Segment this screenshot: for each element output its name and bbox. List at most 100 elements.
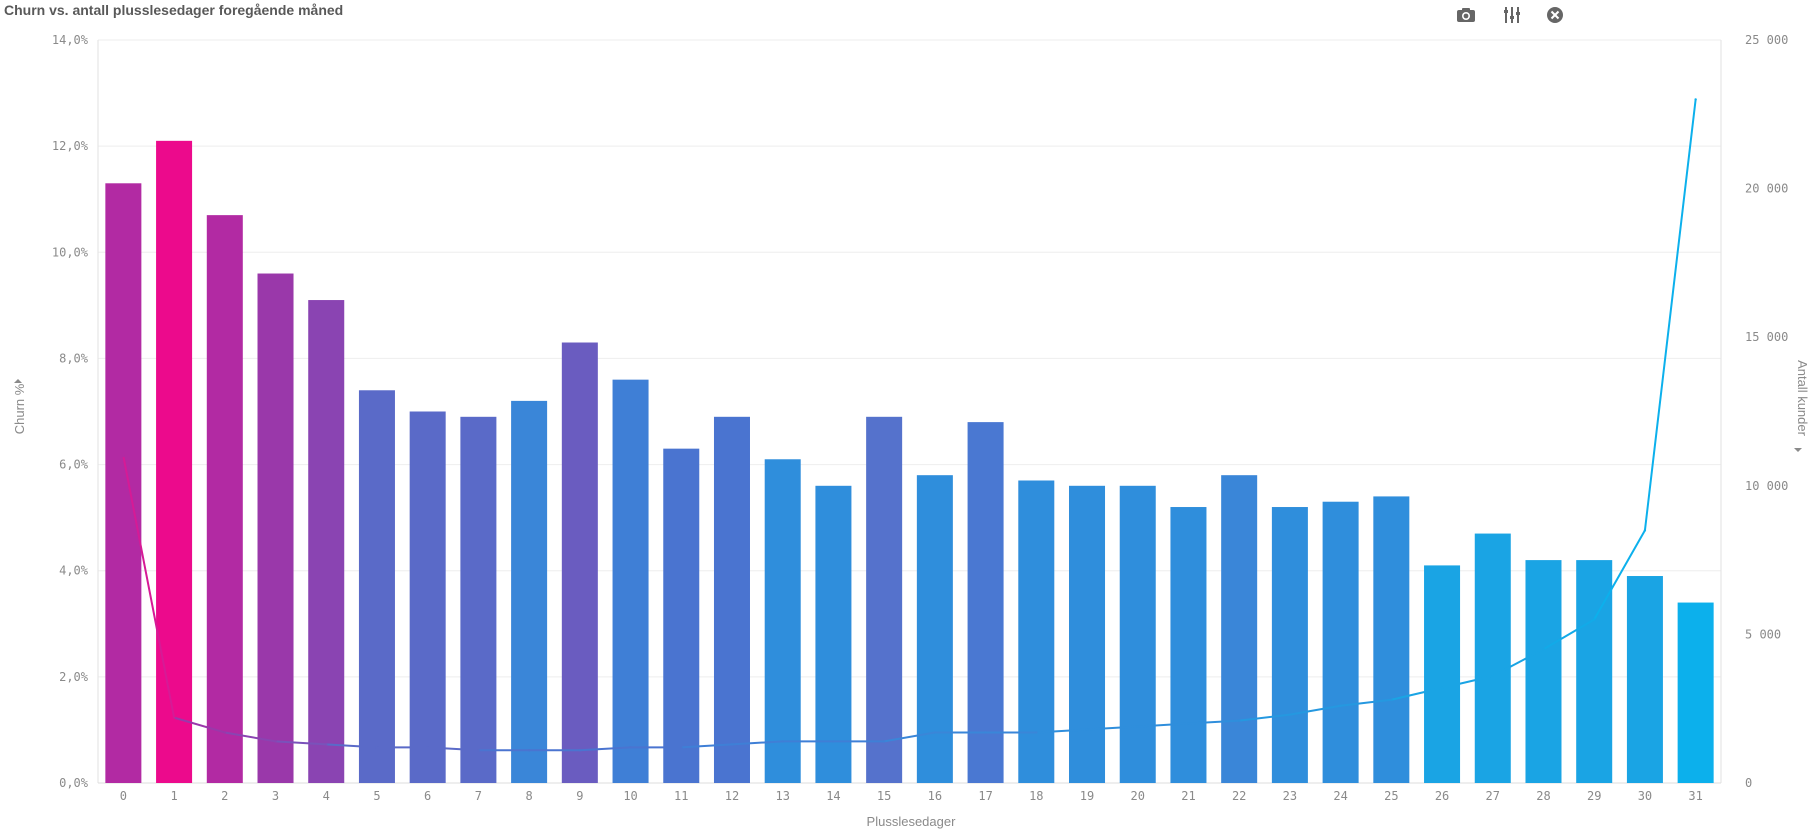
left-tick-label: 8,0% [59,351,89,365]
line-point [1035,731,1038,734]
x-tick-label: 4 [323,789,330,803]
line-point [1187,722,1190,725]
bar [663,448,700,783]
x-tick-label: 10 [623,789,637,803]
sliders-icon[interactable] [1500,4,1524,26]
camera-icon[interactable] [1454,4,1478,26]
bar [1424,565,1461,783]
right-tick-label: 10 000 [1745,479,1788,493]
line-point [781,740,784,743]
line-segment [1187,719,1241,725]
bar [1271,507,1308,783]
bar [460,416,497,783]
bar [967,422,1004,783]
x-tick-label: 13 [775,789,789,803]
x-axis-title: Plusslesedager [867,814,957,829]
left-tick-label: 12,0% [52,139,89,153]
chart-title: Churn vs. antall plusslesedager foregåen… [4,2,344,18]
x-tick-label: 15 [877,789,891,803]
left-axis-ticks: 0,0% 2,0% 4,0% 6,0% 8,0% 10,0% 12,0% 14,0% [52,33,89,790]
x-tick-label: 22 [1232,789,1246,803]
bar [1221,475,1258,783]
line-segment [1136,722,1190,728]
line-point [1085,728,1089,731]
bar [1170,507,1207,783]
x-tick-label: 14 [826,789,840,803]
x-tick-label: 17 [978,789,992,803]
bar [1322,501,1359,783]
x-tick-label: 19 [1080,789,1094,803]
line-point [680,746,683,749]
line-point [172,716,176,719]
bar [561,342,598,783]
bar [206,215,243,783]
x-tick-label: 20 [1131,789,1145,803]
line-point [1237,719,1241,722]
line-point [122,454,125,458]
line-segment [1643,98,1697,532]
line-segment [325,743,378,749]
line-segment [883,731,936,743]
line-segment [1238,713,1291,722]
bar [764,459,801,783]
right-tick-label: 25 000 [1745,33,1788,47]
x-tick-label: 3 [272,789,279,803]
bar [866,416,903,783]
line-point [477,749,480,752]
x-tick-label: 28 [1536,789,1550,803]
line-segment [1542,618,1596,651]
left-tick-label: 10,0% [52,245,89,259]
line-point [1440,686,1444,690]
line-segment [1288,704,1342,716]
line-series [122,98,1697,752]
left-axis-menu-icon[interactable] [14,379,22,383]
bar [713,416,750,783]
line-segment [578,746,632,752]
line-segment [680,743,733,749]
x-tick-label: 7 [475,789,482,803]
x-tick-label: 5 [373,789,380,803]
x-tick-label: 26 [1435,789,1449,803]
line-point [375,746,379,749]
line-point [527,749,531,752]
left-axis-title: Churn % [12,383,27,434]
bar [1525,560,1562,783]
x-tick-label: 8 [525,789,532,803]
bar [1626,576,1663,783]
left-tick-label: 0,0% [59,776,89,790]
line-point [1593,618,1596,621]
line-point [984,731,987,734]
line-segment [1339,698,1393,707]
bar [1474,533,1511,783]
bar [1119,485,1156,783]
close-icon[interactable] [1543,4,1567,26]
bar [612,379,649,783]
x-axis-ticks: 0 1 2 3 4 5 6 7 8 9 10 11 12 13 14 15 16 17 18 19 20 21 22 23 24… [120,789,1703,803]
line-segment [1491,648,1545,678]
line-segment [1035,728,1089,734]
line-point [1339,704,1342,707]
line-point [933,731,937,734]
line-point [274,740,277,743]
line-segment [1086,725,1139,731]
line-segment [1390,686,1444,701]
bar [1576,560,1613,783]
x-tick-label: 18 [1029,789,1043,803]
line-segment [1593,529,1646,621]
bar [511,400,548,783]
bar [1373,496,1410,783]
x-tick-label: 31 [1688,789,1702,803]
x-tick-label: 9 [576,789,583,803]
right-tick-label: 20 000 [1745,182,1788,196]
bar [257,273,294,783]
bar [1018,480,1055,783]
right-axis-menu-icon[interactable] [1794,448,1802,452]
right-tick-label: 15 000 [1745,330,1788,344]
bar [308,300,345,783]
x-tick-label: 25 [1384,789,1398,803]
x-tick-label: 27 [1486,789,1500,803]
left-tick-label: 14,0% [52,33,89,47]
line-point [1491,674,1494,678]
line-segment [426,746,480,752]
